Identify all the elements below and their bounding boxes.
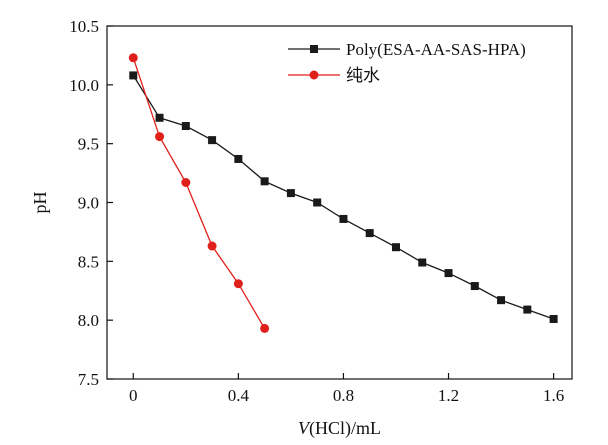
data-point	[260, 177, 269, 186]
data-point	[181, 122, 190, 131]
x-tick-label: 0	[129, 386, 138, 405]
x-axis-title: V(HCl)/mL	[298, 418, 381, 439]
axis-ticks: 0 0.4 0.8 1.2 1.6 7.5 8.0 8.5 9.0 9.5 10.0 10.5	[69, 17, 564, 405]
legend-label: 纯水	[346, 66, 380, 85]
data-point	[549, 314, 558, 323]
data-point	[391, 243, 400, 252]
data-point	[260, 323, 270, 333]
y-tick-label: 9.5	[78, 135, 99, 154]
series-layer	[128, 53, 558, 333]
data-point	[470, 282, 479, 291]
x-tick-label: 1.6	[543, 386, 564, 405]
legend-entry: Poly(ESA-AA-SAS-HPA)	[288, 40, 526, 59]
y-tick-label: 9.0	[78, 194, 99, 213]
legend-marker	[310, 45, 318, 53]
x-axis-title-rest: (HCl)/mL	[309, 418, 381, 439]
x-axis-title-italic: V	[298, 418, 311, 438]
data-point	[339, 214, 348, 223]
x-tick-label: 0.4	[228, 386, 250, 405]
data-point	[207, 241, 217, 251]
data-point	[128, 53, 138, 63]
y-tick-label: 8.0	[78, 311, 99, 330]
series-line	[132, 57, 266, 329]
data-point	[234, 154, 243, 163]
data-point	[129, 71, 138, 80]
series-line	[132, 75, 554, 320]
series-1	[129, 71, 558, 323]
y-tick-label: 7.5	[78, 370, 99, 389]
data-point	[233, 279, 243, 289]
data-point	[497, 296, 506, 305]
legend-label: Poly(ESA-AA-SAS-HPA)	[346, 40, 526, 59]
y-axis-title: pH	[30, 192, 50, 214]
data-point	[418, 258, 427, 267]
data-point	[208, 136, 217, 145]
y-tick-label: 10.0	[69, 76, 99, 95]
data-point	[365, 229, 374, 238]
series-2	[128, 53, 270, 333]
x-tick-label: 1.2	[438, 386, 459, 405]
data-point	[155, 132, 165, 142]
data-point	[523, 305, 532, 314]
y-tick-label: 10.5	[69, 17, 99, 36]
legend-entry: 纯水	[288, 66, 380, 85]
y-tick-label: 8.5	[78, 252, 99, 271]
legend: Poly(ESA-AA-SAS-HPA) 纯水	[288, 40, 526, 85]
data-point	[181, 177, 191, 187]
legend-marker	[309, 70, 319, 80]
plot-border	[106, 25, 573, 380]
data-point	[444, 269, 453, 278]
x-tick-label: 0.8	[333, 386, 354, 405]
data-point	[313, 198, 322, 207]
data-point	[155, 113, 164, 122]
plot-area	[106, 25, 573, 380]
data-point	[286, 189, 295, 198]
